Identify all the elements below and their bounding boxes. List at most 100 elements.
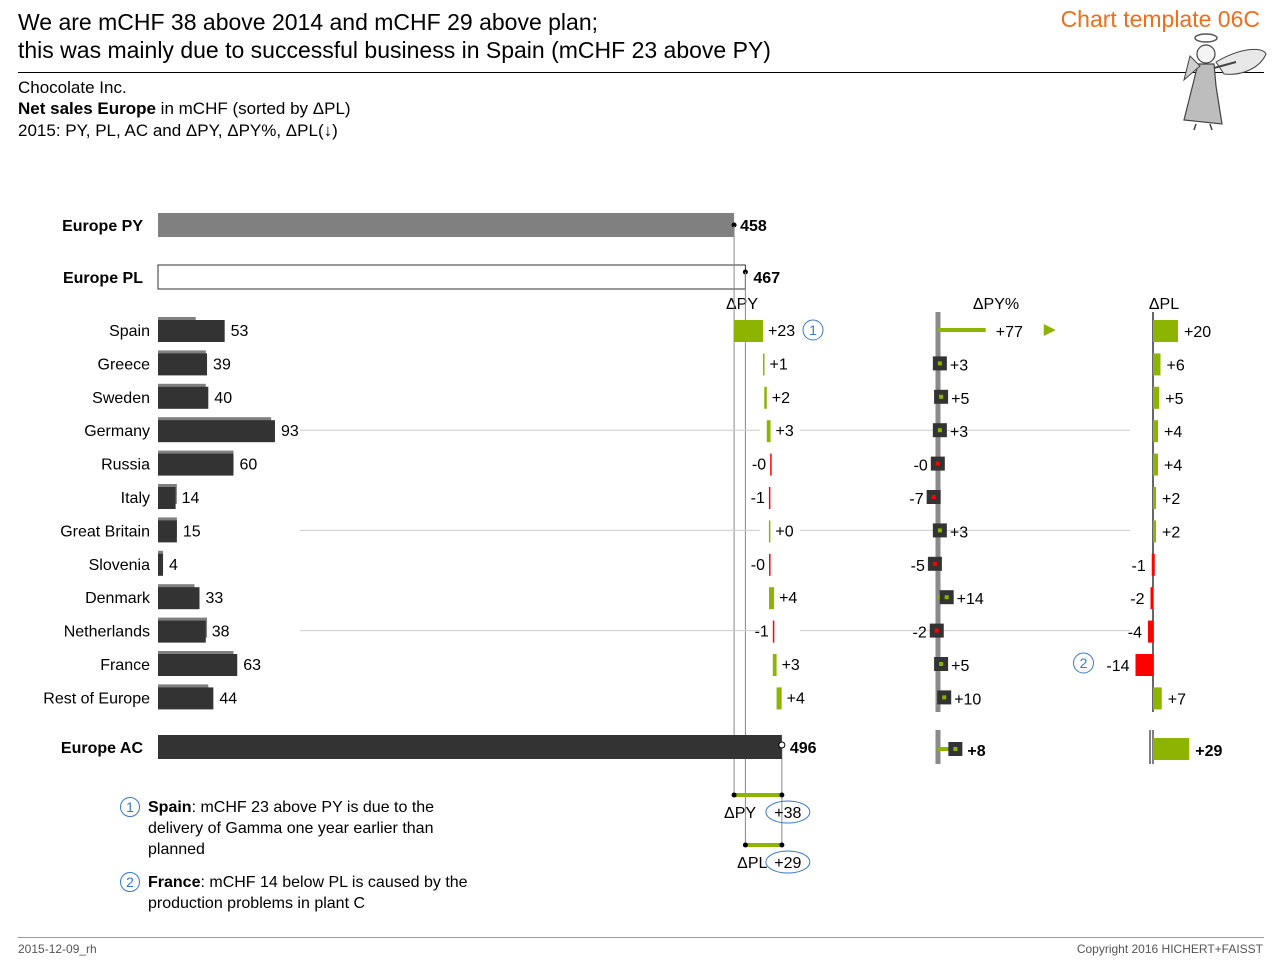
value-dpl-slovenia: -1 — [1132, 558, 1146, 575]
row-label-great-britain: Great Britain — [60, 523, 150, 540]
pin-core-dpy-pct-russia — [935, 461, 940, 466]
footer-divider — [18, 937, 1264, 938]
pin-core-dpy-pct-denmark — [944, 595, 949, 600]
bar-dpl-italy — [1153, 487, 1156, 509]
value-ac-great-britain: 15 — [183, 523, 201, 540]
value-dpy-pct-netherlands: -2 — [913, 625, 927, 642]
value-dpy-rest-of-europe: +4 — [787, 690, 805, 707]
bar-dpy-rest-of-europe — [776, 687, 782, 710]
row-label-germany: Germany — [84, 423, 150, 440]
note-2-bold: France — [148, 874, 201, 891]
total-bar-ac — [158, 735, 782, 759]
bar-ac-italy — [158, 487, 176, 509]
value-dpl-greece: +6 — [1167, 357, 1185, 374]
row-label-france: France — [100, 657, 150, 674]
bar-dpy-sweden — [764, 386, 767, 409]
value-dpl-great-britain: +2 — [1162, 524, 1180, 541]
bar-ac-spain — [158, 320, 225, 342]
summary-label-dpy: ΔPY — [724, 805, 756, 822]
value-ac-sweden: 40 — [214, 390, 232, 407]
pin-core-dpy-pct-slovenia — [932, 561, 937, 566]
chart-title-line-2: this was mainly due to successful busine… — [18, 37, 771, 63]
value-dpy-france: +3 — [782, 657, 800, 674]
value-dpl-netherlands: -4 — [1128, 625, 1142, 642]
value-dpy-pct-slovenia: -5 — [911, 558, 925, 575]
value-ac-germany: 93 — [281, 423, 299, 440]
row-label-rest-of-europe: Rest of Europe — [43, 690, 150, 707]
row-label-sweden: Sweden — [92, 390, 150, 407]
pin-dpy-pct-total — [938, 747, 956, 751]
row-label-russia: Russia — [101, 457, 150, 474]
bar-dpl-france — [1135, 654, 1153, 676]
dpy-pct-axis — [935, 312, 941, 712]
bar-ac-russia — [158, 453, 234, 476]
note-marker-text-2: 2 — [1080, 655, 1088, 671]
value-dpy-sweden: +2 — [772, 390, 790, 407]
note-2-marker: 2 — [120, 872, 140, 892]
value-dpy-pct-spain: +77 — [996, 324, 1023, 341]
value-ac-spain: 53 — [231, 323, 249, 340]
value-dpy-pct-france: +5 — [951, 658, 969, 675]
total-value-py: 458 — [740, 218, 767, 235]
subtitle-measure-rest: in mCHF (sorted by ΔPL) — [155, 99, 351, 118]
value-ac-greece: 39 — [213, 356, 231, 373]
subtitle-measure-bold: Net sales Europe — [18, 99, 156, 118]
value-dpl-germany: +4 — [1164, 424, 1182, 441]
value-dpy-netherlands: -1 — [755, 624, 769, 641]
bar-ac-denmark — [158, 587, 200, 610]
note-1-body: : mCHF 23 above PY is due to the deliver… — [148, 799, 435, 858]
value-dpl-france: -14 — [1106, 658, 1129, 675]
value-dpl-sweden: +5 — [1165, 391, 1183, 408]
bar-dpy-russia — [770, 453, 772, 476]
bar-dpy-netherlands — [772, 620, 775, 643]
note-1-marker: 1 — [120, 797, 140, 817]
summary-dot-end-dpl — [779, 842, 785, 848]
value-dpy-spain: +23 — [768, 323, 795, 340]
pin-core-dpy-pct-sweden — [939, 394, 944, 399]
bar-dpl-russia — [1153, 453, 1158, 476]
note-2: 2 France: mCHF 14 below PL is caused by … — [120, 872, 480, 914]
value-ac-france: 63 — [243, 657, 261, 674]
pin-core-dpy-pct-rest-of-europe — [942, 695, 947, 700]
total-bar-py — [158, 213, 735, 237]
bar-dpl-greece — [1153, 353, 1161, 376]
bar-dpy-great-britain — [768, 520, 771, 543]
note-1-bold: Spain — [148, 799, 192, 816]
bar-ac-great-britain — [158, 520, 177, 543]
template-label: Chart template 06C — [1060, 6, 1260, 32]
column-heading-dpy-pct: ΔPY% — [973, 296, 1019, 313]
row-label-denmark: Denmark — [85, 590, 151, 607]
total-value-ac: 496 — [790, 740, 817, 757]
subtitle-company: Chocolate Inc. — [18, 78, 127, 97]
bar-dpy-denmark — [769, 587, 775, 610]
total-dot-py — [731, 222, 737, 228]
pin-core-dpy-pct-italy — [931, 495, 936, 499]
summary-label-dpl: ΔPL — [737, 855, 767, 872]
bar-dpy-spain — [734, 320, 764, 342]
summary-value-dpy: +38 — [774, 805, 801, 822]
summary-dot-start-dpy — [731, 792, 737, 798]
column-heading-dpl: ΔPL — [1149, 296, 1179, 313]
angel-illustration — [1183, 33, 1267, 131]
value-dpl-rest-of-europe: +7 — [1168, 691, 1186, 708]
value-dpy-pct-greece: +3 — [950, 357, 968, 374]
value-dpy-pct-denmark: +14 — [957, 591, 984, 608]
value-dpy-pct-russia: -0 — [914, 458, 928, 475]
note-1-text: Spain: mCHF 23 above PY is due to the de… — [148, 797, 480, 860]
pin-core-dpy-pct-greece — [937, 361, 942, 366]
value-dpy-pct-italy: -7 — [909, 491, 923, 508]
bar-dpy-slovenia — [769, 553, 771, 576]
pin-arrow-dpy-pct-spain — [1043, 324, 1056, 336]
row-label-greece: Greece — [98, 356, 151, 373]
total-value-pl: 467 — [753, 270, 780, 287]
summary-ellipse-dpy — [765, 800, 811, 824]
bar-dpl-denmark — [1150, 587, 1154, 610]
note-2-text: France: mCHF 14 below PL is caused by th… — [148, 872, 480, 914]
summary-value-dpl: +29 — [774, 855, 801, 872]
total-label-pl: Europe PL — [63, 270, 143, 287]
bar-ac-germany — [158, 420, 275, 443]
subtitle-scenarios: 2015: PY, PL, AC and ΔPY, ΔPY%, ΔPL(↓) — [18, 121, 338, 140]
value-dpy-pct-great-britain: +3 — [950, 524, 968, 541]
row-label-slovenia: Slovenia — [89, 557, 150, 574]
